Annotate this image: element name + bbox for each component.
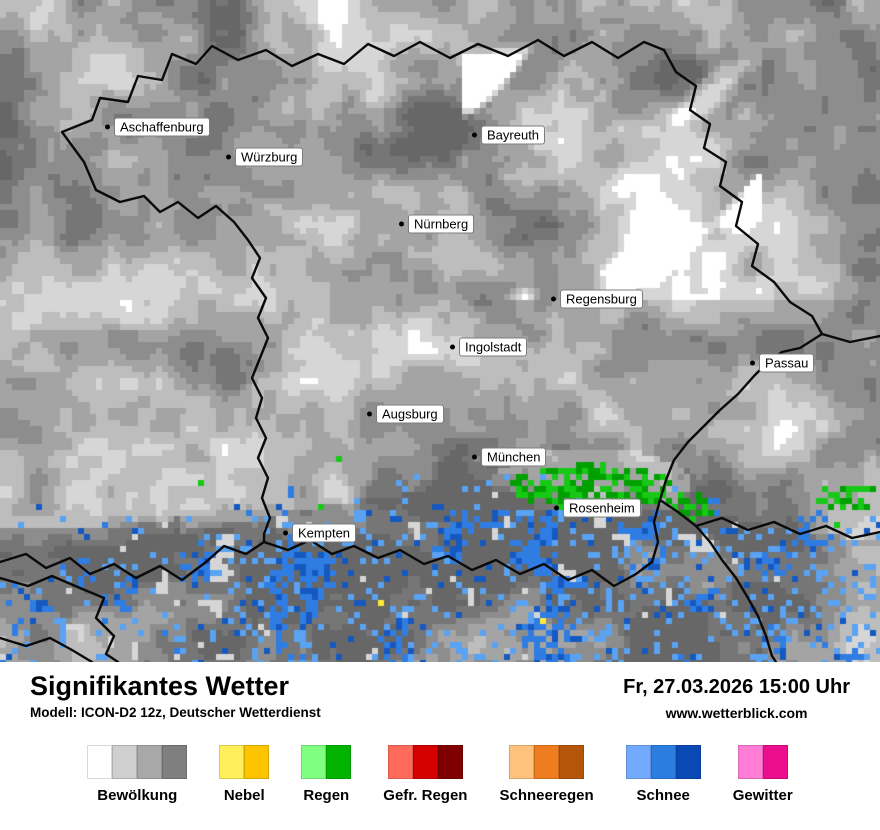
legend-label: Schneeregen (499, 787, 594, 804)
forecast-datetime: Fr, 27.03.2026 15:00 Uhr (623, 676, 850, 698)
legend-swatch (762, 745, 788, 779)
legend-item-schnee: Schnee (625, 745, 701, 804)
legend-swatch (650, 745, 676, 779)
legend-item-nebel: Nebel (219, 745, 270, 804)
footer-header: Signifikantes Wetter Modell: ICON-D2 12z… (30, 670, 850, 721)
legend-swatch (244, 745, 270, 779)
legend-item-gewitter: Gewitter (733, 745, 793, 804)
legend-swatches (509, 745, 585, 779)
weather-raster (0, 0, 880, 662)
legend-swatch (412, 745, 438, 779)
legend-item-bewlkung: Bewölkung (87, 745, 188, 804)
legend-swatch (509, 745, 535, 779)
legend-item-regen: Regen (301, 745, 352, 804)
legend-label: Nebel (223, 787, 265, 804)
legend-swatch (737, 745, 763, 779)
legend-swatch (301, 745, 327, 779)
footer-right: Fr, 27.03.2026 15:00 Uhr www.wetterblick… (623, 670, 850, 721)
legend-label: Gefr. Regen (383, 787, 468, 804)
legend-swatches (737, 745, 788, 779)
model-info: Modell: ICON-D2 12z, Deutscher Wetterdie… (30, 705, 321, 721)
legend-swatches (87, 745, 188, 779)
legend-swatch (437, 745, 463, 779)
website-url: www.wetterblick.com (665, 705, 808, 721)
legend-swatch (534, 745, 560, 779)
page-title: Signifikantes Wetter (30, 671, 290, 701)
legend-swatches (625, 745, 701, 779)
legend-swatch (137, 745, 163, 779)
legend-label: Regen (303, 787, 350, 804)
legend-swatches (219, 745, 270, 779)
footer-left: Signifikantes Wetter Modell: ICON-D2 12z… (30, 670, 321, 721)
legend-swatch (387, 745, 413, 779)
legend-swatch (625, 745, 651, 779)
weather-map: Aschaffenburg Würzburg Bayreuth Nürnberg Reg… (0, 0, 880, 662)
legend-swatch (326, 745, 352, 779)
legend-swatches (301, 745, 352, 779)
legend-swatch (87, 745, 113, 779)
legend-swatch (675, 745, 701, 779)
legend-label: Schnee (636, 787, 690, 804)
legend-swatch (112, 745, 138, 779)
legend-swatch (559, 745, 585, 779)
legend-swatches (387, 745, 463, 779)
legend-label: Gewitter (732, 787, 793, 804)
legend-label: Bewölkung (97, 787, 178, 804)
legend: Bewölkung Nebel Regen Gefr. Regen Schneerege… (30, 745, 850, 804)
legend-swatch (219, 745, 245, 779)
legend-item-gefrregen: Gefr. Regen (383, 745, 467, 804)
legend-swatch (162, 745, 188, 779)
legend-item-schneeregen: Schneeregen (499, 745, 594, 804)
footer: Signifikantes Wetter Modell: ICON-D2 12z… (0, 662, 880, 804)
